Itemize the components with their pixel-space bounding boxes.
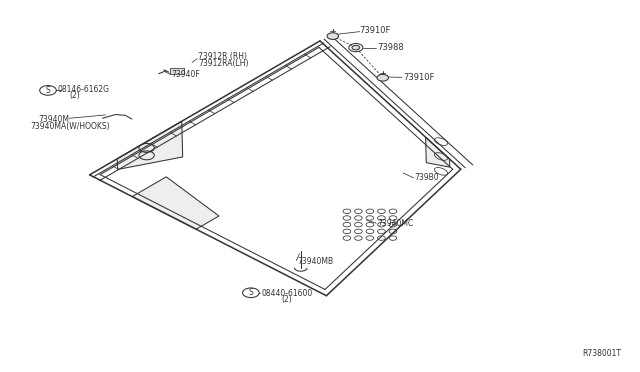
Text: (2): (2) — [69, 92, 80, 100]
Circle shape — [327, 33, 339, 39]
Text: 739B0: 739B0 — [415, 173, 439, 182]
Text: 73940F: 73940F — [172, 70, 200, 78]
Text: S: S — [248, 288, 253, 297]
Text: R738001T: R738001T — [582, 349, 621, 358]
Text: 73910F: 73910F — [360, 26, 391, 35]
Text: 73940MB: 73940MB — [298, 257, 333, 266]
Bar — [170, 68, 184, 74]
Text: 73940MA(W/HOOKS): 73940MA(W/HOOKS) — [31, 122, 110, 131]
Polygon shape — [426, 137, 450, 167]
Text: 73940M: 73940M — [38, 115, 69, 124]
Text: (2): (2) — [282, 295, 292, 304]
Polygon shape — [132, 177, 219, 229]
Text: S: S — [45, 86, 51, 95]
Polygon shape — [117, 121, 182, 170]
Circle shape — [377, 74, 388, 81]
Text: 73912R (RH): 73912R (RH) — [198, 52, 248, 61]
Text: 73988: 73988 — [378, 43, 404, 52]
Text: 08146-6162G: 08146-6162G — [58, 85, 109, 94]
Circle shape — [352, 45, 360, 50]
Text: 73940MC: 73940MC — [378, 219, 414, 228]
Text: 73912RA(LH): 73912RA(LH) — [198, 59, 249, 68]
Text: 08440-61600: 08440-61600 — [261, 289, 312, 298]
Text: 73910F: 73910F — [403, 73, 435, 82]
